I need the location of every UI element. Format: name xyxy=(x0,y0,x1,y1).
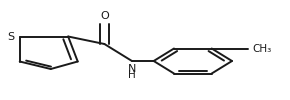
Text: H: H xyxy=(128,70,136,80)
Text: N: N xyxy=(128,64,136,74)
Text: S: S xyxy=(8,32,14,42)
Text: CH₃: CH₃ xyxy=(252,44,271,54)
Text: O: O xyxy=(100,11,109,21)
